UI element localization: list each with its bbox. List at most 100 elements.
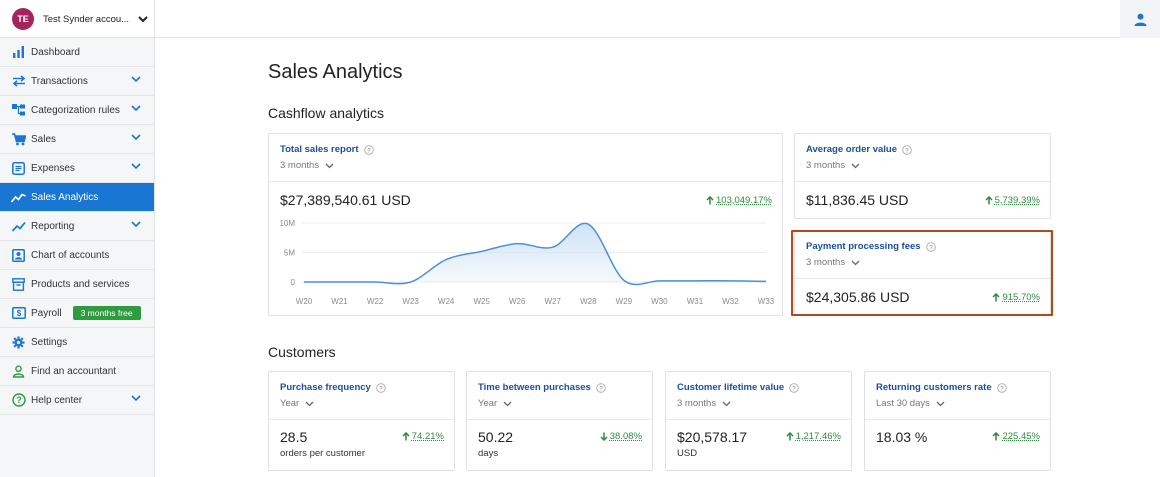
person-icon [11,364,26,379]
trending-up-icon [11,219,26,234]
time-between-purchases-card: Time between purchases ? Year 50.22 days… [466,371,653,471]
period-value: 3 months [806,160,846,171]
sidebar-item-categorization-rules[interactable]: Categorization rules [0,96,154,125]
swap-arrows-icon [11,74,26,89]
period-select[interactable]: Year [280,398,314,409]
chevron-down-icon [131,134,141,141]
svg-text:?: ? [1000,385,1004,392]
account-switcher[interactable]: TE Test Synder accou... [0,0,155,38]
help-icon[interactable]: ? [376,382,386,393]
account-box-icon [11,248,26,263]
delta-value: 5,739.39% [994,195,1040,206]
sidebar-item-chart-of-accounts[interactable]: Chart of accounts [0,241,154,270]
chevron-down-icon [503,401,512,406]
archive-icon [11,277,26,292]
payroll-promo-badge[interactable]: 3 months free [72,306,141,320]
chevron-down-icon [851,163,860,168]
customer-lifetime-card: Customer lifetime value ? 3 months $20,5… [665,371,852,471]
sidebar-item-dashboard[interactable]: Dashboard [0,38,154,67]
sidebar-item-help-center[interactable]: ? Help center [0,386,154,415]
series-line [304,222,767,286]
payment-fees-delta: 915.70% [992,292,1040,303]
card-title: Average order value ? [806,144,912,155]
sidebar-item-transactions[interactable]: Transactions [0,67,154,96]
help-icon[interactable]: ? [789,382,799,393]
svg-text:?: ? [792,385,796,392]
customer-lifetime-delta: 1,217.46% [786,431,841,442]
period-value: 3 months [280,160,320,171]
top-bar: TE Test Synder accou... [0,0,1160,38]
purchase-frequency-card: Purchase frequency ? Year 28.5 orders pe… [268,371,455,471]
arrow-up-icon [786,432,794,441]
delta-value: 74.21% [411,431,444,442]
sidebar-item-label: Transactions [31,75,88,87]
x-tick-label: W31 [687,297,704,306]
total-sales-card: Total sales report ? 3 months $27,389,54… [268,133,783,316]
card-title: Returning customers rate ? [876,382,1007,393]
help-icon[interactable]: ? [363,144,374,155]
arrow-up-icon [402,432,410,441]
gear-icon [11,335,26,350]
document-icon [11,161,26,176]
chevron-down-icon [722,401,731,406]
chevron-down-icon [936,401,945,406]
dollar-bill-icon: $ [11,306,26,321]
x-tick-label: W28 [580,297,597,306]
sidebar-item-reporting[interactable]: Reporting [0,212,154,241]
sidebar-item-products-and-services[interactable]: Products and services [0,270,154,299]
sales-area-chart: 10M 5M 0 W20 W21 W22 W23 W24 W25 W26 W27 W28 W29 W30 W… [279,219,775,306]
chevron-down-icon [131,221,141,228]
divider [666,419,851,420]
x-tick-label: W24 [438,297,455,306]
total-sales-delta: 103,049.17% [706,195,772,206]
x-tick-label: W21 [331,297,348,306]
period-value: Last 30 days [876,398,930,409]
help-icon[interactable]: ? [902,144,912,155]
help-icon[interactable]: ? [925,241,936,252]
x-tick-label: W33 [758,297,775,306]
sidebar-item-label: Sales Analytics [31,191,99,203]
payment-fees-value: $24,305.86 USD [806,289,910,305]
sidebar-item-settings[interactable]: Settings [0,328,154,357]
customers-section-title: Customers [268,344,336,360]
average-order-value: $11,836.45 USD [806,192,909,208]
purchase-frequency-unit: orders per customer [280,448,366,459]
period-select[interactable]: Year [478,398,512,409]
time-between-delta: 38.08% [600,431,642,442]
user-icon [1134,13,1146,26]
purchase-frequency-delta: 74.21% [402,431,444,442]
customer-lifetime-unit: USD [677,448,698,459]
sidebar-item-label: Categorization rules [31,104,120,116]
help-icon[interactable]: ? [996,382,1007,393]
sidebar-item-sales[interactable]: Sales [0,125,154,154]
sidebar-item-label: Settings [31,336,68,348]
sidebar-item-payroll[interactable]: $ Payroll 3 months free [0,299,154,328]
arrow-up-icon [992,432,1001,441]
payment-fees-card: Payment processing fees ? 3 months $24,3… [794,230,1051,316]
x-tick-label: W32 [722,297,739,306]
returning-customers-delta: 225.45% [992,431,1040,442]
arrow-up-icon [706,196,714,205]
y-tick-label: 5M [284,249,295,258]
sidebar-item-sales-analytics[interactable]: Sales Analytics [0,183,154,212]
period-select[interactable]: 3 months [806,257,860,268]
period-select[interactable]: Last 30 days [876,398,945,409]
bar-chart-icon [11,45,26,60]
user-menu-button[interactable] [1120,0,1160,38]
series-area [304,223,766,285]
account-name: Test Synder accou... [43,13,130,25]
period-select[interactable]: 3 months [280,160,334,171]
x-tick-label: W25 [473,297,490,306]
card-title-text: Total sales report [280,144,359,155]
delta-value: 915.70% [1002,292,1040,303]
time-between-value: 50.22 [478,429,514,445]
total-sales-value: $27,389,540.61 USD [280,192,411,208]
arrow-up-icon [985,196,993,205]
sidebar-item-find-an-accountant[interactable]: Find an accountant [0,357,154,386]
time-between-unit: days [478,448,499,459]
chevron-down-icon [131,163,141,170]
period-select[interactable]: 3 months [806,160,860,171]
sidebar-item-expenses[interactable]: Expenses [0,154,154,183]
period-select[interactable]: 3 months [677,398,731,409]
help-icon[interactable]: ? [596,382,606,393]
